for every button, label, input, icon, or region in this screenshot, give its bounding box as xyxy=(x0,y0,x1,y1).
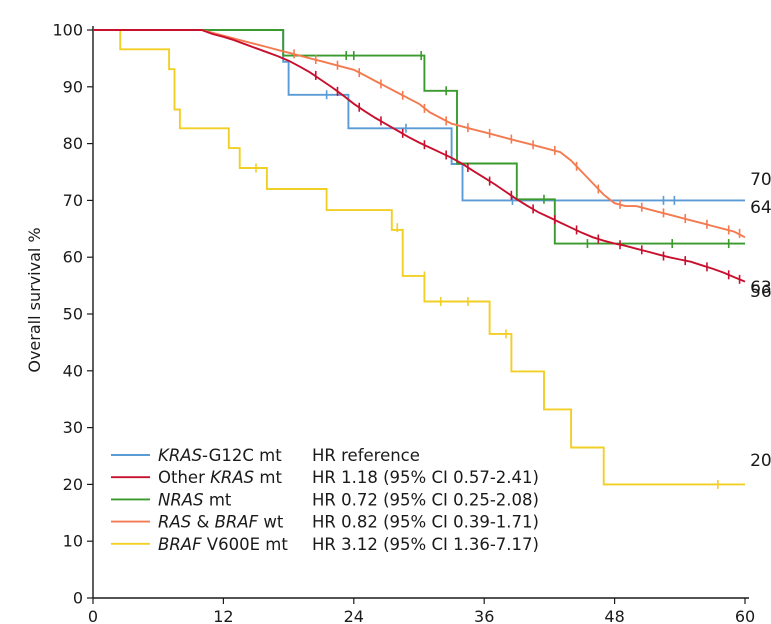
x-tick-label: 48 xyxy=(604,607,624,624)
legend-item: RAS & BRAF wt HR 0.82 (95% CI 0.39-1.71) xyxy=(111,513,539,532)
legend-hr-text: HR 1.18 (95% CI 0.57-2.41) xyxy=(312,468,539,487)
y-tick-label: 40 xyxy=(63,361,83,380)
survival-curves xyxy=(93,29,746,489)
x-tick-label: 36 xyxy=(474,607,494,624)
end-label: 20% xyxy=(750,451,771,471)
legend-hr-text: HR 0.82 (95% CI 0.39-1.71) xyxy=(312,513,539,532)
legend-hr-text: HR 3.12 (95% CI 1.36-7.17) xyxy=(312,535,539,554)
legend-series-name: BRAF V600E mt xyxy=(158,535,288,554)
legend-item: NRAS mt HR 0.72 (95% CI 0.25-2.08) xyxy=(111,490,539,509)
x-tick-label: 24 xyxy=(344,607,364,624)
legend-item: KRAS-G12C mt HR reference xyxy=(111,446,420,465)
end-label: 70% xyxy=(750,170,771,190)
legend-series-name: NRAS mt xyxy=(158,490,232,509)
y-axis-label: Overall survival % xyxy=(25,227,44,372)
x-tick-label: 0 xyxy=(88,607,98,624)
y-tick-label: 70 xyxy=(63,191,83,210)
legend-series-name: Other KRAS mt xyxy=(158,468,282,487)
y-tick-label: 0 xyxy=(73,589,83,608)
legend-item: BRAF V600E mt HR 3.12 (95% CI 1.36-7.17) xyxy=(111,535,539,554)
legend-hr-text: HR 0.72 (95% CI 0.25-2.08) xyxy=(312,490,539,509)
legend-series-name: KRAS-G12C mt xyxy=(158,446,282,465)
y-tick-label: 10 xyxy=(63,532,83,551)
survival-line xyxy=(93,29,746,239)
survival-line xyxy=(93,29,745,486)
y-tick-label: 60 xyxy=(63,248,83,267)
axes: 0 10 20 30 40 50 60 70 80 90 100 0 12 24 36 48 60 xyxy=(52,21,755,624)
y-tick-label: 20 xyxy=(63,475,83,494)
series-2 xyxy=(93,29,745,249)
legend-item: Other KRAS mt HR 1.18 (95% CI 0.57-2.41) xyxy=(111,468,539,487)
x-tick-label: 60 xyxy=(735,607,755,624)
end-label: 63% xyxy=(750,278,771,298)
series-1 xyxy=(93,29,746,284)
y-tick-label: 80 xyxy=(63,134,83,153)
end-label: 64% xyxy=(750,198,771,218)
survival-line xyxy=(93,29,745,245)
y-tick-label: 100 xyxy=(52,21,83,40)
legend-series-name: RAS & BRAF wt xyxy=(158,513,284,532)
legend: KRAS-G12C mt HR reference Other KRAS mt HR … xyxy=(111,446,539,554)
y-tick-label: 50 xyxy=(63,305,83,324)
series-4 xyxy=(93,29,745,489)
y-tick-label: 30 xyxy=(63,418,83,437)
end-labels: 70% 56%63% 64% 20% xyxy=(750,170,771,471)
x-tick-label: 12 xyxy=(213,607,233,624)
y-tick-label: 90 xyxy=(63,77,83,96)
end-label: 56% xyxy=(750,282,771,302)
legend-hr-text: HR reference xyxy=(312,446,420,465)
series-3 xyxy=(93,29,746,239)
